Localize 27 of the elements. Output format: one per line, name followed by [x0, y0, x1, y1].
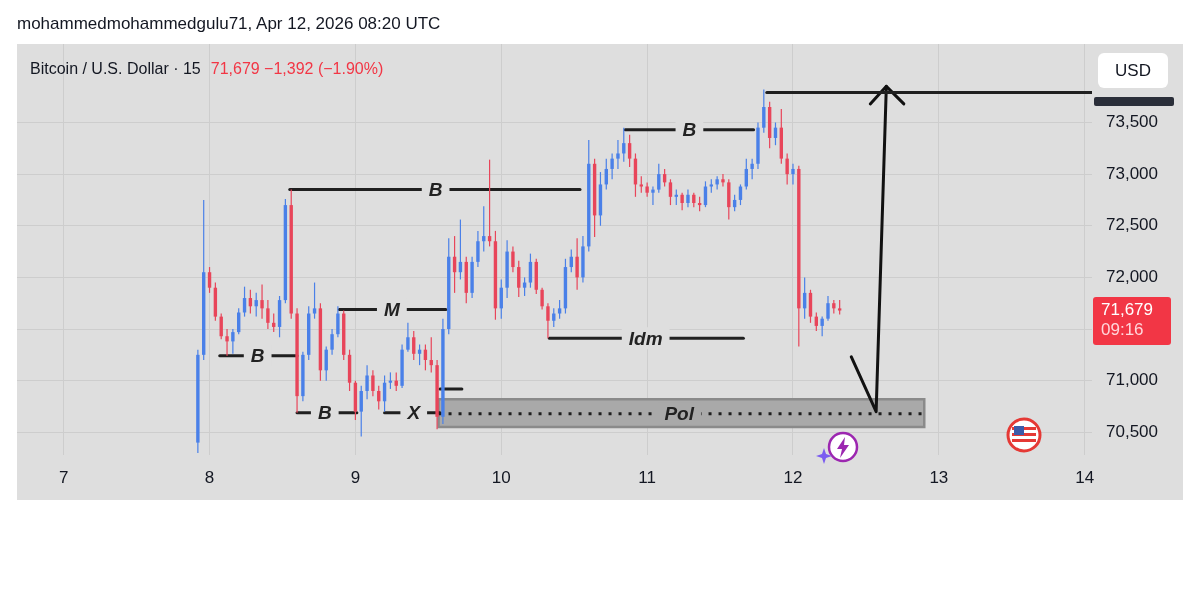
x-tick-label: 11 — [638, 467, 656, 487]
text: 09:16 — [1101, 319, 1144, 340]
x-tick-label: 8 — [204, 467, 215, 487]
y-tick-label: 71,000 — [1106, 370, 1158, 390]
text: 71,679 −1,392 (−1.90%) — [210, 60, 384, 77]
annotation: Pol — [664, 402, 695, 424]
y-tick-label: 73,500 — [1106, 112, 1158, 132]
annotation: M — [383, 298, 401, 320]
text: 71,679 — [1101, 299, 1153, 320]
y-tick-label: 73,000 — [1106, 163, 1158, 183]
y-tick-label: 72,500 — [1106, 215, 1158, 235]
annotation: Idm — [628, 327, 663, 349]
x-tick-label: 10 — [491, 467, 511, 487]
x-tick-label: 13 — [929, 467, 949, 487]
y-tick-label: 70,500 — [1106, 421, 1158, 441]
y-tick-label: 72,000 — [1106, 267, 1158, 287]
x-tick-label: 9 — [350, 467, 361, 487]
text: Bitcoin / U.S. Dollar · 15 — [30, 60, 201, 77]
annotation: X — [406, 401, 422, 423]
annotation: B — [682, 118, 697, 140]
annotation: B — [428, 178, 443, 200]
x-tick-label: 14 — [1075, 467, 1095, 487]
annotation: B — [250, 345, 265, 367]
x-tick-label: 12 — [783, 467, 803, 487]
text: mohammedmohammedgulu71, Apr 12, 2026 08:20 UTC — [17, 14, 441, 34]
x-tick-label: 7 — [58, 467, 69, 487]
annotation: B — [317, 401, 332, 423]
